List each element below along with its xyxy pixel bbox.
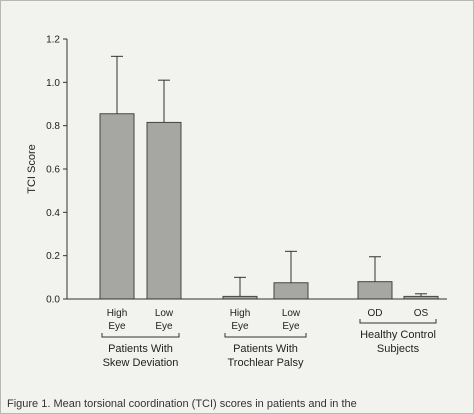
- bar: [99, 113, 135, 300]
- bar: [146, 121, 182, 300]
- category-label: Low: [155, 308, 174, 319]
- category-label: Eye: [155, 321, 173, 332]
- y-axis-title: TCI Score: [26, 144, 38, 194]
- group-bracket: [101, 333, 180, 338]
- category-label: Eye: [108, 321, 126, 332]
- group-bracket: [359, 319, 437, 324]
- group-label: Patients With: [108, 343, 173, 355]
- y-tick-label: 0.2: [46, 251, 60, 262]
- y-tick-label: 0.8: [46, 121, 60, 132]
- y-tick-label: 0.0: [46, 295, 60, 306]
- y-tick-label: 0.4: [46, 208, 60, 219]
- category-label: OD: [368, 308, 383, 319]
- category-label: OS: [414, 308, 429, 319]
- group-bracket: [224, 333, 307, 338]
- category-label: Low: [282, 308, 301, 319]
- category-label: High: [230, 308, 251, 319]
- group-label: Subjects: [377, 343, 420, 355]
- y-tick-label: 1.0: [46, 78, 60, 89]
- group-label: Healthy Control: [360, 329, 436, 341]
- bar: [357, 281, 393, 300]
- group-label: Skew Deviation: [103, 357, 179, 369]
- bar-chart: 0.0 0.2 0.4 0.6 0.8 1.0 1.2 TCI Score High Eye Low…: [26, 35, 447, 369]
- figure-caption: Figure 1. Mean torsional coordination (T…: [7, 398, 357, 410]
- y-tick-label: 0.6: [46, 165, 60, 176]
- bar: [273, 282, 309, 300]
- y-tick-label: 1.2: [46, 35, 60, 46]
- category-label: Eye: [231, 321, 249, 332]
- category-label: High: [107, 308, 128, 319]
- group-label: Patients With: [233, 343, 298, 355]
- category-label: Eye: [282, 321, 300, 332]
- group-label: Trochlear Palsy: [227, 357, 304, 369]
